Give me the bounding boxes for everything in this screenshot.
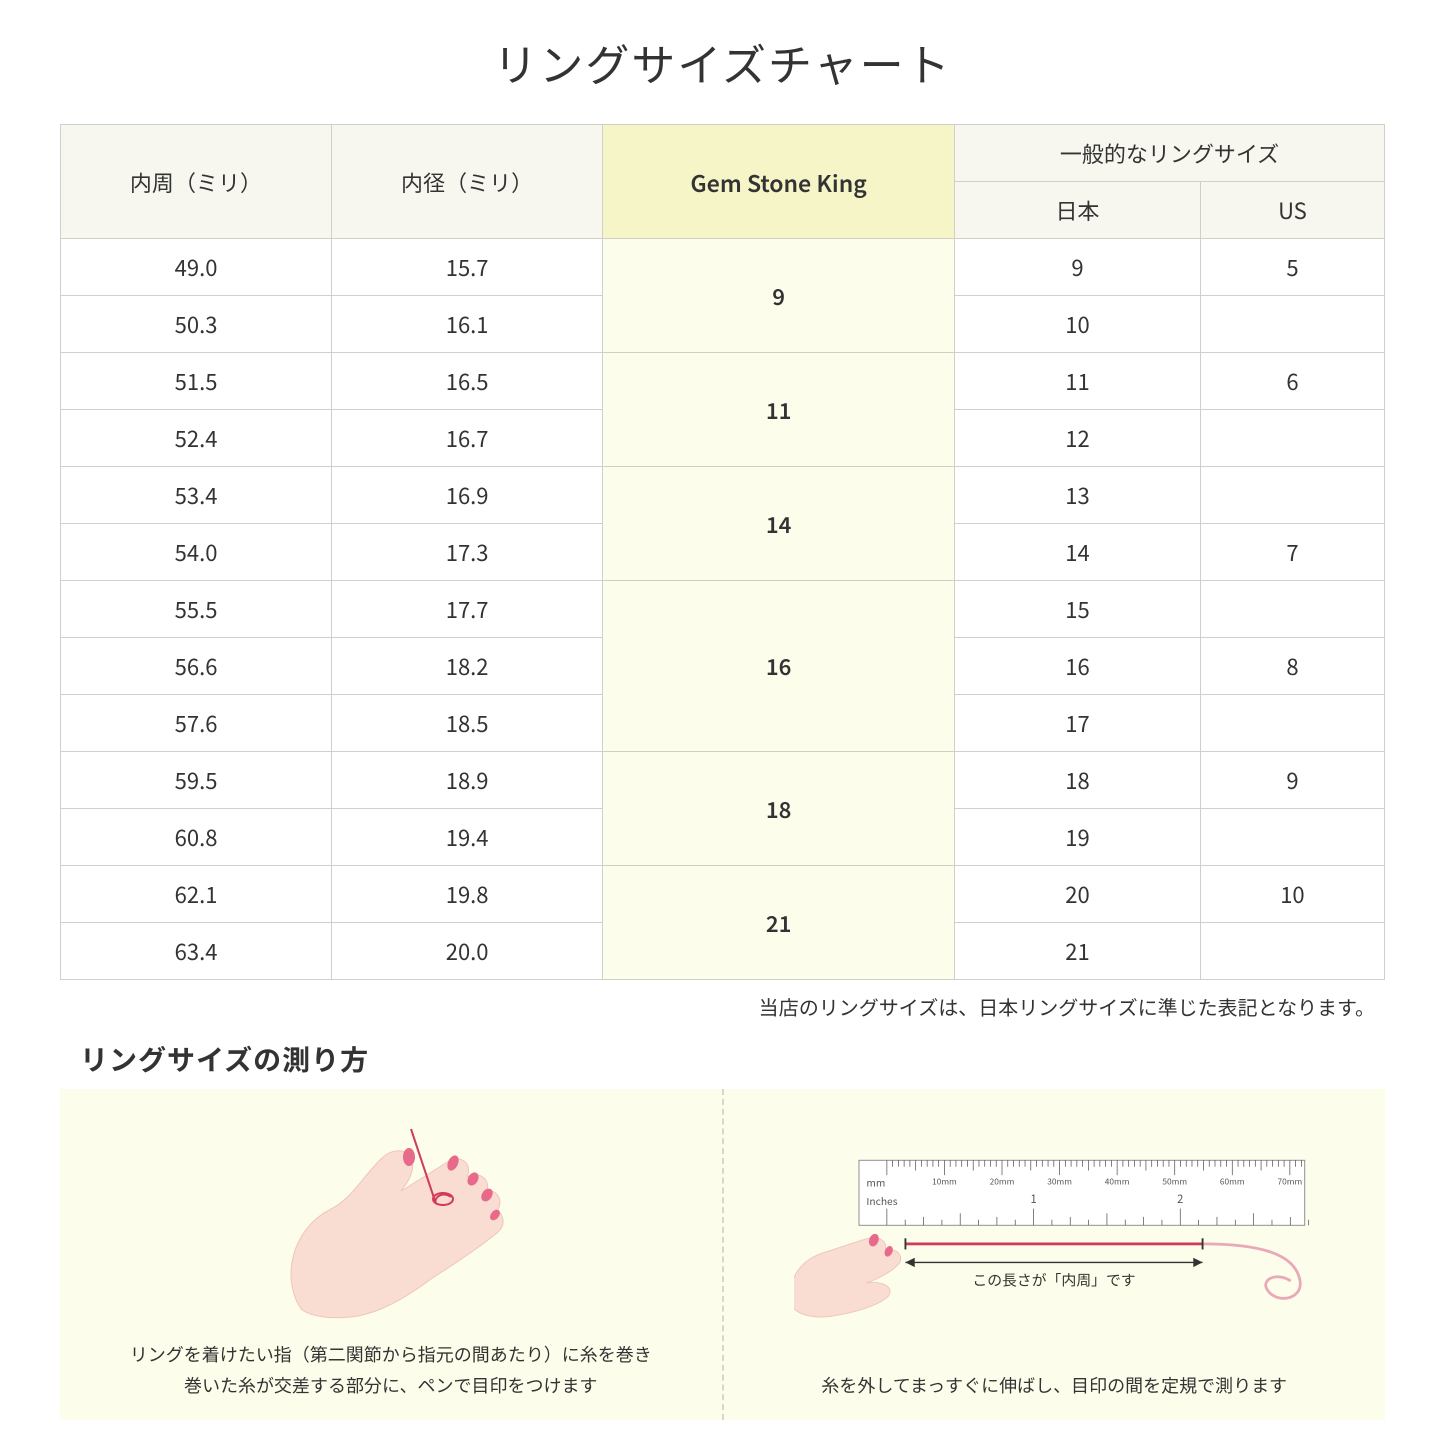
table-row: 49.015.7995 [61,239,1385,296]
svg-text:1: 1 [1031,1191,1037,1207]
cell-us [1200,410,1384,467]
cell-jp: 18 [955,752,1201,809]
cell-diameter: 17.3 [332,524,603,581]
svg-text:2: 2 [1177,1191,1183,1207]
cell-us [1200,296,1384,353]
cell-diameter: 19.8 [332,866,603,923]
svg-text:70mm: 70mm [1278,1175,1303,1187]
cell-diameter: 18.9 [332,752,603,809]
hand-illustration [90,1109,692,1329]
cell-us: 5 [1200,239,1384,296]
cell-us [1200,581,1384,638]
cell-jp: 10 [955,296,1201,353]
cell-circumference: 62.1 [61,866,332,923]
cell-circumference: 60.8 [61,809,332,866]
right-caption: 糸を外してまっすぐに伸ばし、目印の間を定規で測ります [754,1370,1356,1401]
cell-circumference: 53.4 [61,467,332,524]
th-us: US [1200,182,1384,239]
cell-diameter: 17.7 [332,581,603,638]
cell-diameter: 16.1 [332,296,603,353]
svg-text:この長さが「内周」です: この長さが「内周」です [973,1269,1136,1290]
cell-diameter: 16.9 [332,467,603,524]
note-text: 当店のリングサイズは、日本リングサイズに準じた表記となります。 [60,992,1385,1021]
table-row: 55.517.71615 [61,581,1385,638]
cell-gsk: 16 [603,581,955,752]
left-caption: リングを着けたい指（第二関節から指元の間あたり）に糸を巻き巻いた糸が交差する部分… [90,1339,692,1400]
cell-diameter: 16.7 [332,410,603,467]
cell-circumference: 55.5 [61,581,332,638]
cell-gsk: 21 [603,866,955,980]
svg-text:10mm: 10mm [932,1175,957,1187]
svg-text:30mm: 30mm [1047,1175,1072,1187]
cell-diameter: 18.2 [332,638,603,695]
cell-jp: 20 [955,866,1201,923]
th-gsk: Gem Stone King [603,125,955,239]
cell-us [1200,695,1384,752]
cell-jp: 9 [955,239,1201,296]
ruler-illustration: 10mm 20mm 30mm 40mm 50mm 60mm 70mm mm Inches 1… [754,1109,1356,1360]
cell-diameter: 20.0 [332,923,603,980]
cell-circumference: 50.3 [61,296,332,353]
cell-jp: 12 [955,410,1201,467]
cell-circumference: 63.4 [61,923,332,980]
svg-text:Inches: Inches [867,1193,898,1208]
th-jp: 日本 [955,182,1201,239]
hand-wrap-icon [261,1109,521,1329]
table-row: 62.119.8212010 [61,866,1385,923]
cell-us [1200,809,1384,866]
svg-text:20mm: 20mm [990,1175,1015,1187]
cell-us: 6 [1200,353,1384,410]
cell-jp: 21 [955,923,1201,980]
cell-gsk: 9 [603,239,955,353]
cell-circumference: 54.0 [61,524,332,581]
cell-jp: 16 [955,638,1201,695]
cell-jp: 17 [955,695,1201,752]
howto-panel-left: リングを着けたい指（第二関節から指元の間あたり）に糸を巻き巻いた糸が交差する部分… [60,1089,724,1420]
svg-text:mm: mm [867,1174,886,1189]
table-row: 59.518.918189 [61,752,1385,809]
cell-us: 7 [1200,524,1384,581]
cell-gsk: 18 [603,752,955,866]
th-circumference: 内周（ミリ） [61,125,332,239]
th-general: 一般的なリングサイズ [955,125,1385,182]
cell-jp: 14 [955,524,1201,581]
cell-diameter: 18.5 [332,695,603,752]
cell-gsk: 11 [603,353,955,467]
table-row: 51.516.511116 [61,353,1385,410]
ruler-icon: 10mm 20mm 30mm 40mm 50mm 60mm 70mm mm Inches 1… [794,1151,1314,1318]
cell-jp: 13 [955,467,1201,524]
cell-circumference: 51.5 [61,353,332,410]
cell-diameter: 19.4 [332,809,603,866]
howto-title: リングサイズの測り方 [80,1039,1385,1079]
cell-circumference: 56.6 [61,638,332,695]
cell-gsk: 14 [603,467,955,581]
cell-jp: 11 [955,353,1201,410]
howto-section: リングを着けたい指（第二関節から指元の間あたり）に糸を巻き巻いた糸が交差する部分… [60,1089,1385,1420]
cell-diameter: 16.5 [332,353,603,410]
cell-circumference: 59.5 [61,752,332,809]
cell-circumference: 52.4 [61,410,332,467]
svg-text:40mm: 40mm [1105,1175,1130,1187]
cell-us: 9 [1200,752,1384,809]
cell-circumference: 57.6 [61,695,332,752]
howto-panel-right: 10mm 20mm 30mm 40mm 50mm 60mm 70mm mm Inches 1… [724,1089,1386,1420]
table-row: 53.416.91413 [61,467,1385,524]
page-title: リングサイズチャート [60,30,1385,94]
svg-text:60mm: 60mm [1220,1175,1245,1187]
cell-us: 10 [1200,866,1384,923]
cell-us [1200,467,1384,524]
cell-us: 8 [1200,638,1384,695]
cell-jp: 15 [955,581,1201,638]
svg-text:50mm: 50mm [1163,1175,1188,1187]
cell-circumference: 49.0 [61,239,332,296]
ring-size-table: 内周（ミリ） 内径（ミリ） Gem Stone King 一般的なリングサイズ … [60,124,1385,980]
cell-jp: 19 [955,809,1201,866]
cell-diameter: 15.7 [332,239,603,296]
cell-us [1200,923,1384,980]
th-diameter: 内径（ミリ） [332,125,603,239]
